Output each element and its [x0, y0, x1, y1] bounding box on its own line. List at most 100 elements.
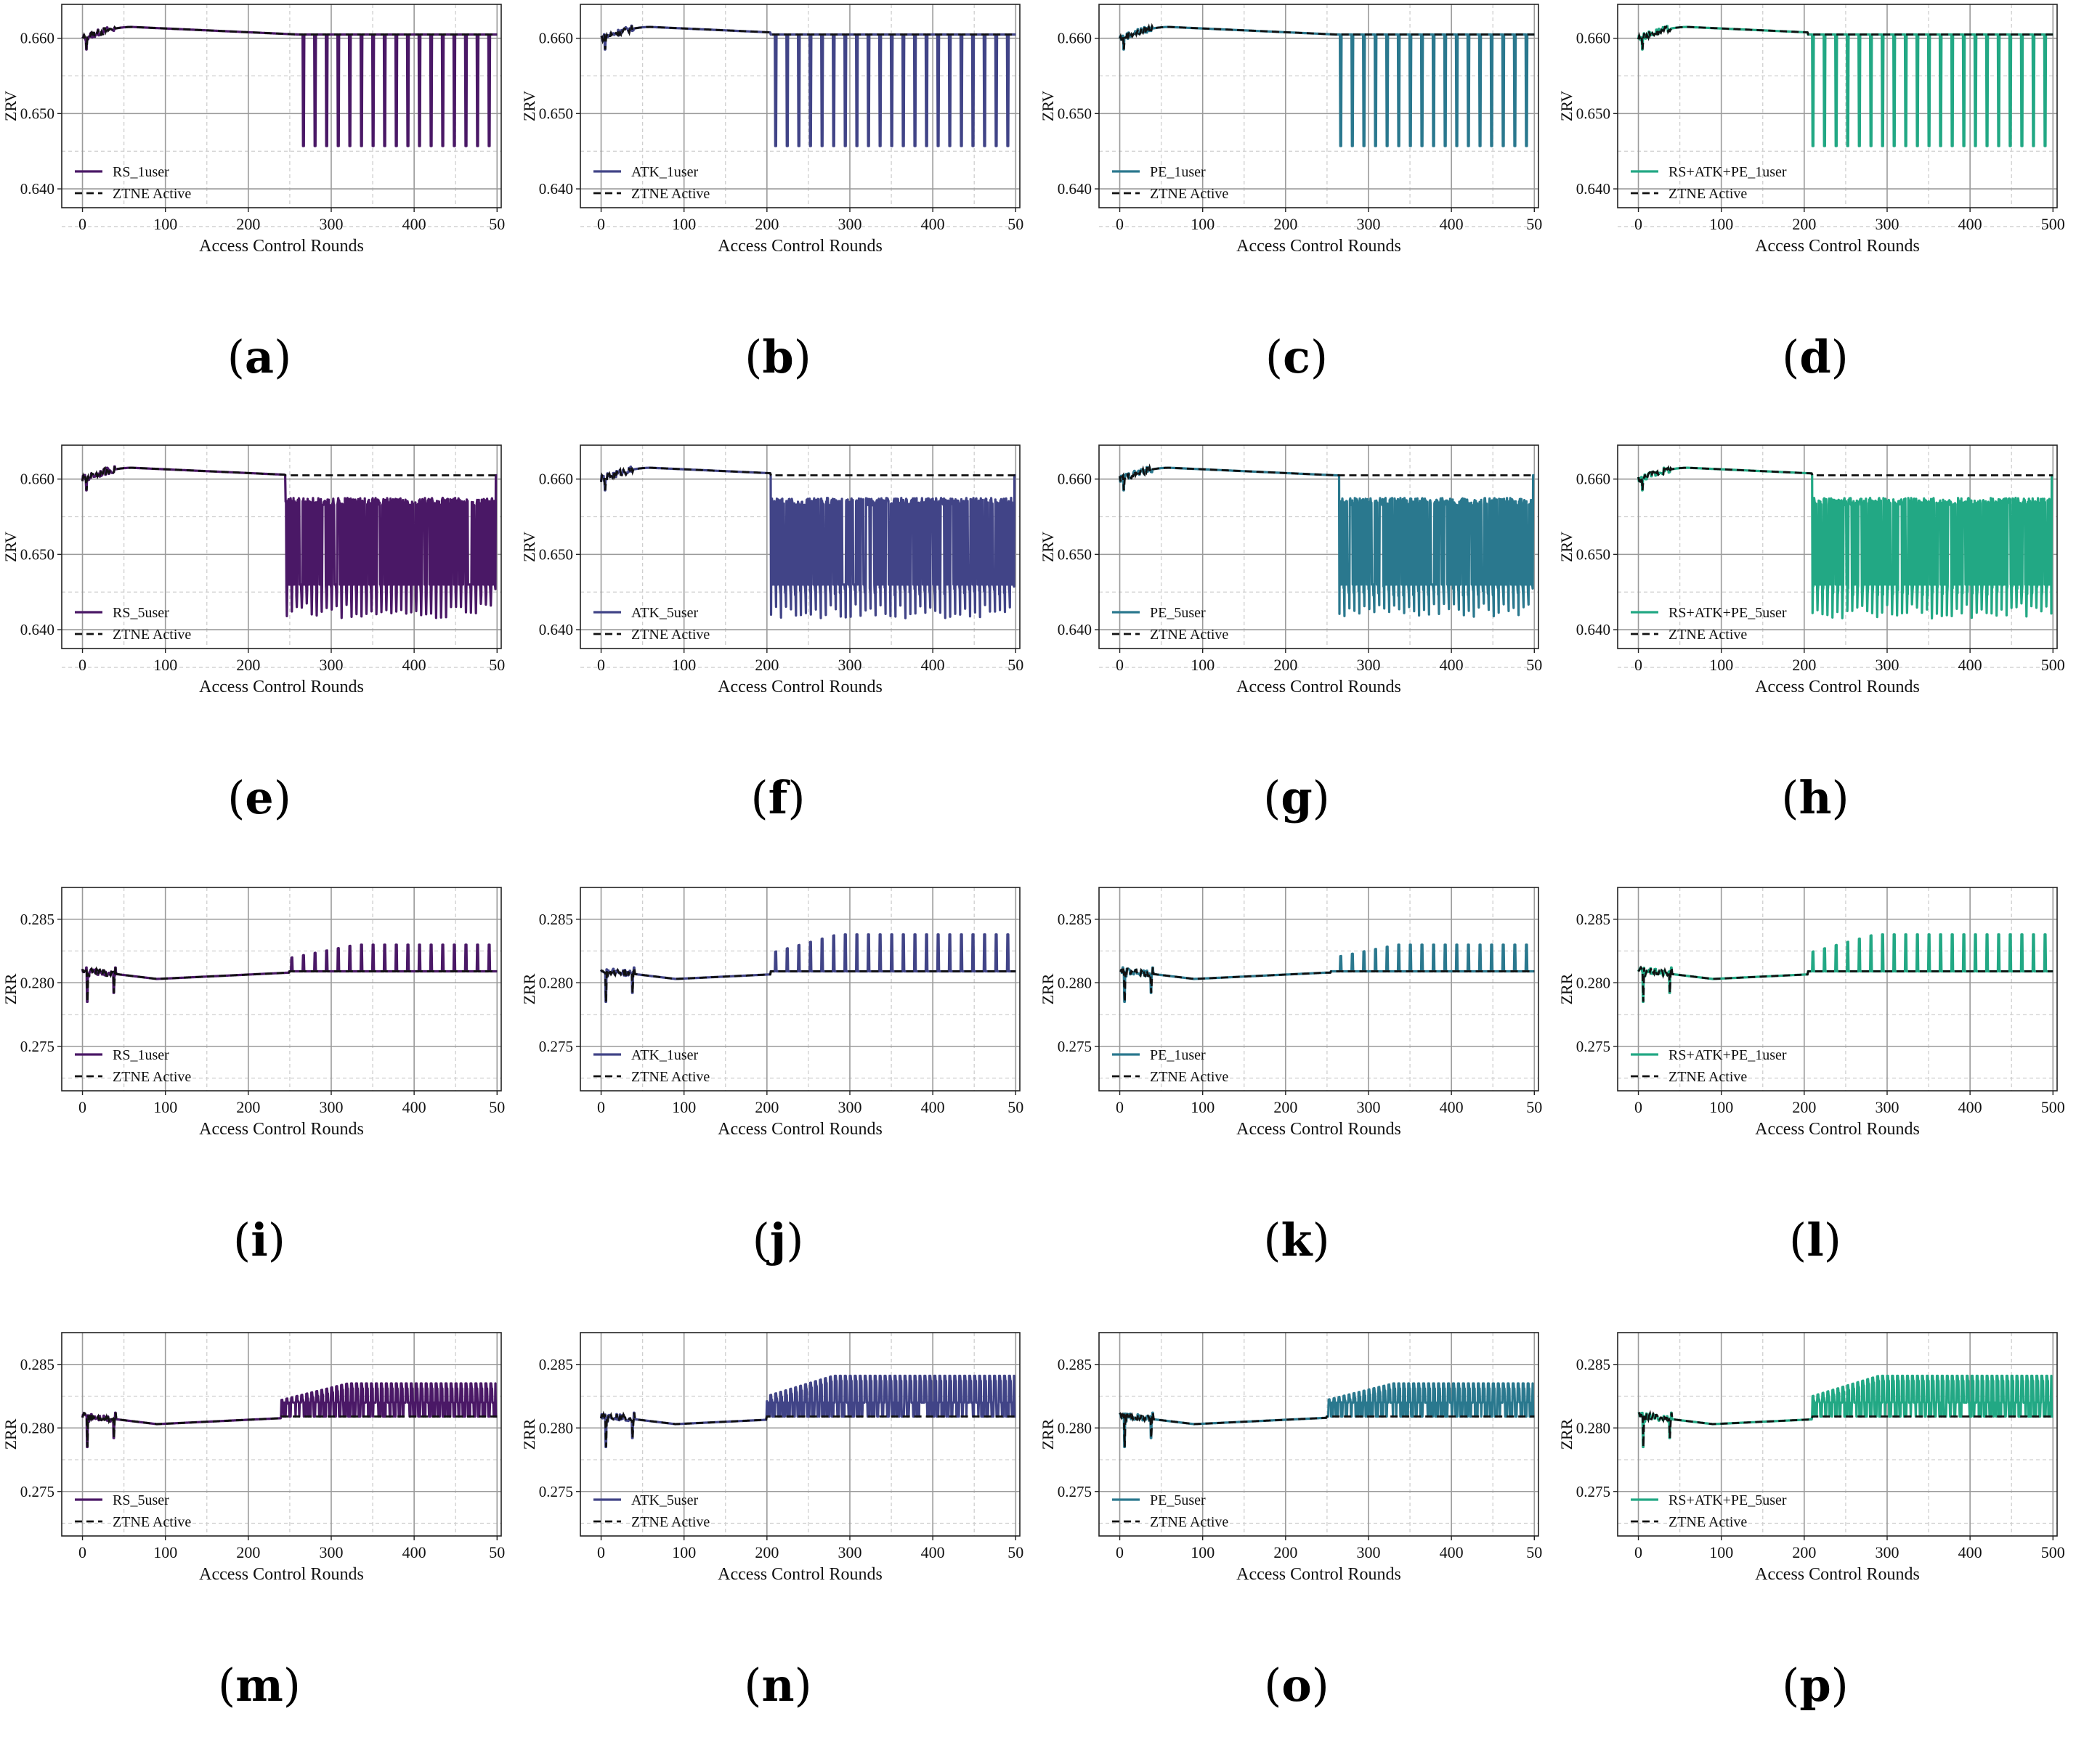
plot-frame: [1617, 4, 2058, 208]
x-tick-label: 300: [1875, 1543, 1899, 1561]
chart-o: 0.275 0.280 0.285 0 100 200 300 400 50 Access Con…: [1039, 1332, 1542, 1584]
x-tick-label: 400: [1440, 1098, 1464, 1116]
y-tick-label: 0.275: [539, 1038, 573, 1055]
x-tick-label: 400: [1440, 1543, 1464, 1561]
panel-caption: (e): [227, 771, 291, 824]
y-tick-label: 0.660: [1576, 30, 1610, 47]
y-axis-label: ZRR: [1039, 1418, 1057, 1450]
x-tick-label: 100: [1709, 215, 1733, 233]
y-tick-label: 0.285: [539, 911, 573, 928]
panel-l: 0.275 0.280 0.285 0 100 200 300 400 500 Access Co…: [1556, 883, 2075, 1319]
legend-label-baseline: ZTNE Active: [113, 186, 191, 202]
legend-label-baseline: ZTNE Active: [1150, 186, 1228, 202]
x-tick-label: 400: [1958, 656, 1982, 674]
y-tick-label: 0.640: [1576, 621, 1610, 638]
x-axis-label: Access Control Rounds: [1236, 1565, 1401, 1584]
legend-label-baseline: ZTNE Active: [1668, 1069, 1747, 1085]
x-axis-label: Access Control Rounds: [199, 1120, 364, 1139]
legend-label-series: RS+ATK+PE_1user: [1668, 164, 1787, 180]
x-tick-label: 300: [838, 215, 861, 233]
x-tick-label: 300: [838, 1543, 861, 1561]
plot-frame: [61, 1332, 502, 1537]
y-tick-label: 0.660: [1058, 471, 1092, 488]
y-tick-label: 0.640: [1058, 621, 1092, 638]
x-tick-label: 300: [838, 656, 861, 674]
y-tick-label: 0.285: [539, 1356, 573, 1373]
y-tick-label: 0.660: [539, 471, 573, 488]
x-tick-label: 100: [672, 1543, 696, 1561]
legend-label-baseline: ZTNE Active: [1150, 1514, 1228, 1530]
legend-label-baseline: ZTNE Active: [631, 1069, 710, 1085]
x-tick-label: 500: [2041, 1098, 2065, 1116]
plot-frame: [1098, 444, 1539, 649]
y-tick-label: 0.285: [1058, 911, 1092, 928]
y-tick-label: 0.650: [20, 105, 54, 122]
x-tick-label: 50: [1007, 1098, 1023, 1116]
x-tick-label: 300: [1356, 1543, 1380, 1561]
x-axis-label: Access Control Rounds: [199, 678, 364, 696]
x-axis-label: Access Control Rounds: [1755, 1120, 1920, 1139]
legend-label-baseline: ZTNE Active: [1668, 186, 1747, 202]
x-tick-label: 50: [489, 1098, 505, 1116]
x-tick-label: 100: [153, 215, 177, 233]
panel-caption: (n): [744, 1659, 812, 1712]
panel-caption: (d): [1782, 330, 1849, 383]
legend-label-baseline: ZTNE Active: [631, 627, 710, 643]
y-tick-label: 0.285: [1058, 1356, 1092, 1373]
x-tick-label: 300: [1356, 1098, 1380, 1116]
chart-a: 0.640 0.650 0.660 0 100 200 300 400 50 Access Con…: [1, 4, 505, 256]
x-tick-label: 200: [1273, 1543, 1297, 1561]
y-tick-label: 0.280: [20, 1419, 54, 1436]
x-tick-label: 400: [1958, 1543, 1982, 1561]
legend-label-series: ATK_5user: [631, 1492, 699, 1508]
panel-i: 0.275 0.280 0.285 0 100 200 300 400 50 Access Con…: [0, 883, 519, 1319]
x-axis-label: Access Control Rounds: [718, 237, 883, 256]
y-tick-label: 0.640: [20, 621, 54, 638]
x-tick-label: 400: [1958, 215, 1982, 233]
x-tick-label: 300: [319, 656, 343, 674]
legend-label-baseline: ZTNE Active: [1150, 627, 1228, 643]
chart-d: 0.640 0.650 0.660 0 100 200 300 400 500 Access Co…: [1557, 4, 2065, 256]
panel-c: 0.640 0.650 0.660 0 100 200 300 400 50 Access Con…: [1037, 0, 1556, 436]
y-tick-label: 0.660: [539, 30, 573, 47]
x-axis-label: Access Control Rounds: [199, 1565, 364, 1584]
x-tick-label: 400: [921, 215, 945, 233]
x-tick-label: 0: [597, 215, 605, 233]
x-tick-label: 50: [1007, 656, 1023, 674]
panel-m: 0.275 0.280 0.285 0 100 200 300 400 50 Access Con…: [0, 1328, 519, 1764]
x-axis-label: Access Control Rounds: [1236, 678, 1401, 696]
panel-caption: (i): [233, 1214, 285, 1267]
x-axis-label: Access Control Rounds: [718, 1565, 883, 1584]
y-tick-label: 0.285: [1576, 1356, 1610, 1373]
panel-g: 0.640 0.650 0.660 0 100 200 300 400 50 Access Con…: [1037, 441, 1556, 877]
x-tick-label: 0: [597, 1098, 605, 1116]
baseline-line-ztne-active: [81, 25, 498, 50]
x-tick-label: 500: [2041, 1543, 2065, 1561]
legend-label-series: PE_1user: [1150, 1047, 1206, 1063]
panel-caption: (p): [1782, 1659, 1849, 1712]
chart-c: 0.640 0.650 0.660 0 100 200 300 400 50 Access Con…: [1039, 4, 1542, 256]
y-tick-label: 0.660: [1058, 30, 1092, 47]
x-tick-label: 300: [838, 1098, 861, 1116]
y-tick-label: 0.660: [1576, 471, 1610, 488]
y-axis-label: ZRR: [1557, 973, 1576, 1004]
x-tick-label: 400: [1440, 656, 1464, 674]
x-tick-label: 400: [921, 656, 945, 674]
chart-n: 0.275 0.280 0.285 0 100 200 300 400 50 Access Con…: [520, 1332, 1023, 1584]
y-tick-label: 0.275: [539, 1483, 573, 1500]
plot-frame: [61, 887, 502, 1092]
y-tick-label: 0.275: [20, 1038, 54, 1055]
series-line-ATK_5user: [599, 466, 1017, 619]
x-tick-label: 300: [319, 1098, 343, 1116]
x-tick-label: 100: [1191, 1098, 1215, 1116]
x-tick-label: 50: [489, 1543, 505, 1561]
x-tick-label: 400: [1440, 215, 1464, 233]
y-axis-label: ZRV: [1557, 91, 1576, 121]
x-axis-label: Access Control Rounds: [199, 237, 364, 256]
panel-o: 0.275 0.280 0.285 0 100 200 300 400 50 Access Con…: [1037, 1328, 1556, 1764]
x-tick-label: 300: [319, 1543, 343, 1561]
x-tick-label: 200: [755, 215, 779, 233]
x-tick-label: 200: [1792, 1543, 1816, 1561]
x-tick-label: 100: [153, 656, 177, 674]
baseline-line-ztne-active: [1637, 465, 2053, 491]
